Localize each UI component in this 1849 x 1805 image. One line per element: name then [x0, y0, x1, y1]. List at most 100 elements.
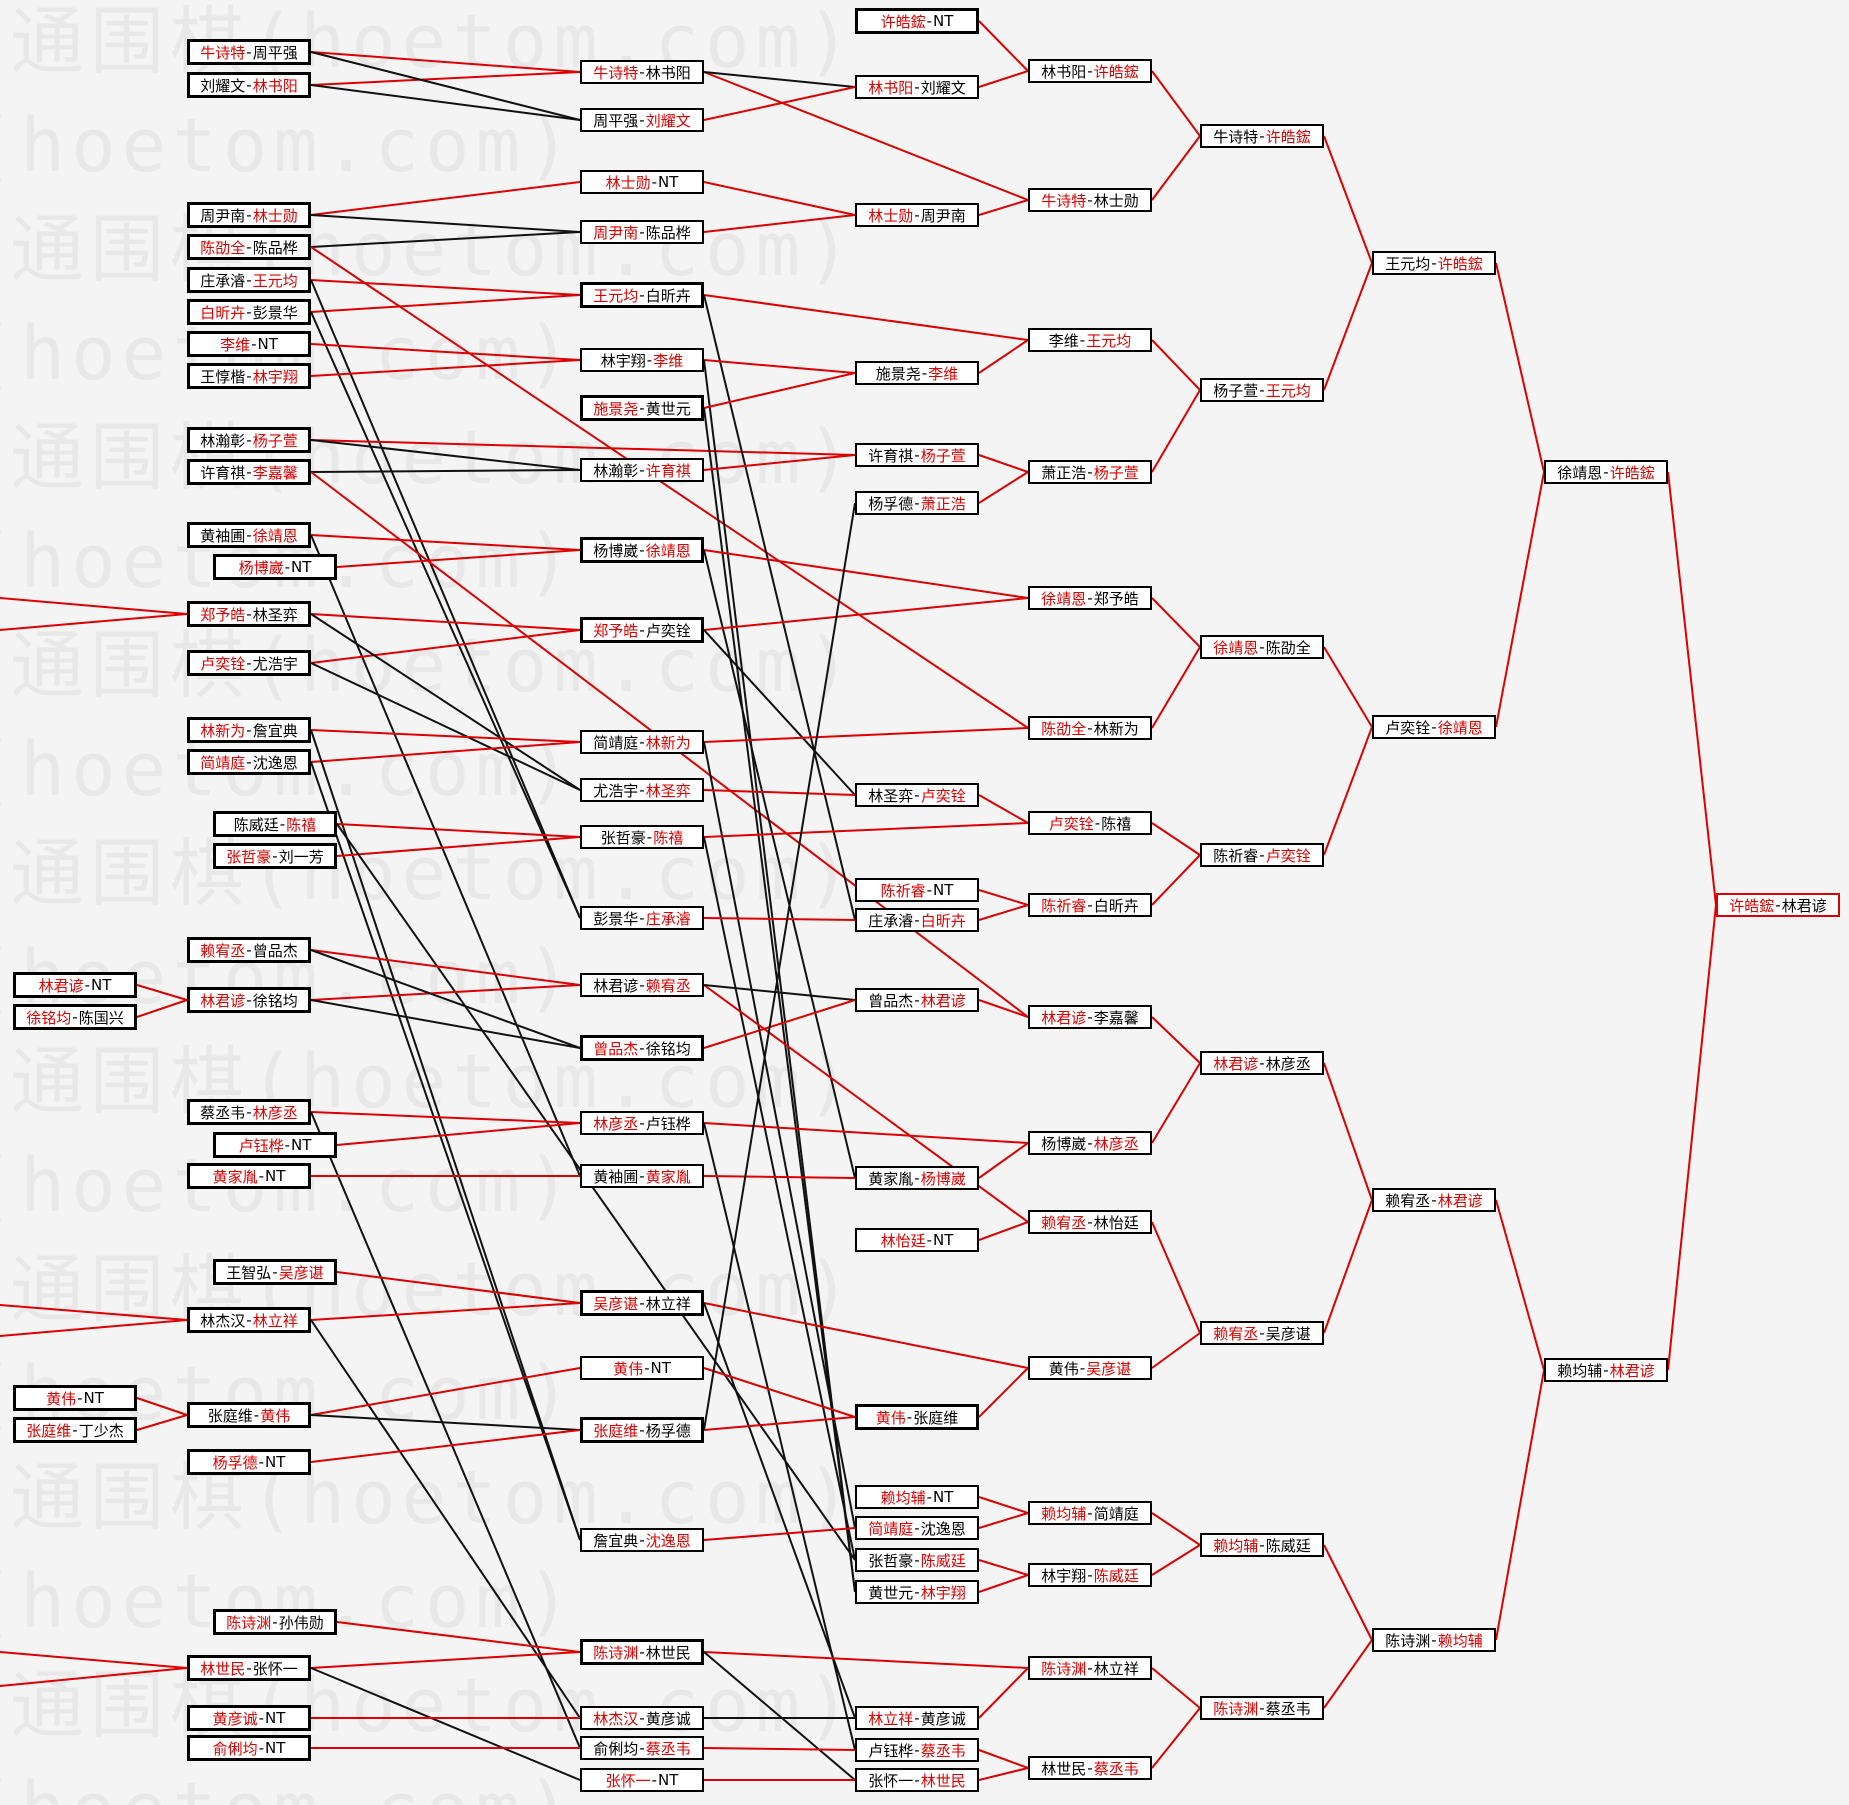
match-box: 黄家胤 - 杨博崴: [855, 1166, 979, 1190]
match-box: 郑予皓 - 林圣弈: [187, 601, 311, 627]
match-box: 卢奕铨 - 尤浩宇: [187, 650, 311, 676]
match-box: 詹宜典 - 沈逸恩: [580, 1528, 704, 1552]
name-separator: -: [1087, 191, 1093, 209]
loser-name: 庄承濬: [200, 271, 246, 290]
match-box: 赖均辅 - 陈威廷: [1200, 1533, 1324, 1557]
match-box: 林彦丞 - 卢钰桦: [580, 1111, 704, 1135]
loser-name: 黄彦诚: [920, 1709, 966, 1728]
name-separator: -: [639, 541, 645, 559]
winner-name: 林世民: [920, 1771, 966, 1790]
watermark-text: 弘通围棋(hoetom.com): [0, 415, 857, 501]
winner-name: 沈逸恩: [645, 1531, 691, 1550]
loser-name: 刘耀文: [200, 76, 246, 95]
loser-name: 陈威廷: [233, 815, 279, 834]
match-box: 林世民 - 张怀一: [187, 1655, 311, 1681]
winner-path-line: [1151, 1016, 1201, 1064]
loser-path-line: [310, 469, 581, 473]
match-box: 张庭维 - 杨孚德: [580, 1417, 704, 1443]
winner-path-line: [310, 1651, 581, 1669]
match-box: 林立祥 - 黄彦诚: [855, 1706, 979, 1730]
loser-path-line: [310, 1414, 581, 1431]
loser-name: 王智弘: [226, 1263, 272, 1282]
name-separator: -: [914, 78, 920, 96]
loser-name: 林士勋: [1093, 191, 1139, 210]
name-separator: -: [639, 1531, 645, 1549]
loser-name: 李维: [1048, 331, 1079, 350]
loser-name: 周平强: [252, 43, 298, 62]
name-separator: -: [914, 1519, 920, 1537]
name-separator: -: [246, 431, 252, 449]
loser-path-line: [336, 823, 856, 1561]
loser-name: 黄世元: [645, 399, 691, 418]
winner-name: 赖均辅: [1041, 1504, 1087, 1523]
winner-path-line: [978, 1667, 1029, 1719]
winner-path-line: [1151, 1544, 1201, 1576]
name-separator: -: [1775, 896, 1781, 914]
loser-name: 林圣弈: [252, 605, 298, 624]
watermark-text: 弘通围棋(hoetom.com): [0, 623, 857, 709]
winner-name: 林立祥: [868, 1709, 914, 1728]
winner-name: 赖均辅: [1213, 1536, 1259, 1555]
winner-path-line: [336, 823, 581, 838]
winner-path-line: [1151, 389, 1201, 473]
match-box: 徐铭均 - 陈国兴: [13, 1004, 137, 1030]
match-box: 林士勋 - 周尹南: [855, 203, 979, 227]
loser-path-line: [703, 1122, 856, 1751]
match-box: 张哲豪 - 陈威廷: [855, 1548, 979, 1572]
winner-name: 许皓鋐: [1437, 254, 1483, 273]
winner-path-line: [703, 86, 856, 121]
winner-path-line: [703, 1416, 856, 1431]
name-separator: -: [914, 911, 920, 929]
winner-path-line: [703, 1122, 1029, 1144]
loser-path-line: [310, 1667, 581, 1781]
winner-name: 林宇翔: [920, 1583, 966, 1602]
name-separator: -: [1094, 814, 1101, 832]
loser-name: 徐靖恩: [1557, 463, 1603, 482]
loser-name: NT: [933, 1488, 954, 1506]
match-box: 张庭维 - 丁少杰: [13, 1417, 137, 1443]
name-separator: -: [639, 1643, 645, 1661]
winner-name: 徐靖恩: [252, 526, 298, 545]
loser-name: 黄世元: [868, 1583, 914, 1602]
winner-name: 林立祥: [252, 1311, 298, 1330]
loser-name: 彭景华: [593, 909, 639, 928]
match-box: 赖均辅 - 林君谚: [1544, 1358, 1668, 1382]
winner-name: 王元均: [593, 286, 639, 305]
winner-name: 林杰汉: [593, 1709, 639, 1728]
winner-name: 林君谚: [1213, 1054, 1259, 1073]
loser-name: 蔡丞韦: [1265, 1699, 1311, 1718]
name-separator: -: [246, 991, 252, 1009]
name-separator: -: [246, 76, 252, 94]
name-separator: -: [251, 335, 257, 353]
winner-name: 陈威廷: [1093, 1566, 1139, 1585]
winner-path-line: [310, 613, 581, 631]
winner-path-line: [1151, 822, 1201, 856]
winner-name: 张庭维: [593, 1421, 639, 1440]
name-separator: -: [639, 1114, 645, 1132]
name-separator: -: [246, 1311, 252, 1329]
winner-path-line: [1323, 726, 1373, 856]
loser-name: 张怀一: [252, 1659, 298, 1678]
winner-name: 林书阳: [868, 78, 914, 97]
name-separator: -: [1087, 1504, 1093, 1522]
winner-path-line: [703, 1302, 1029, 1369]
loser-name: 黄彦诚: [645, 1709, 691, 1728]
loser-name: 曾品杰: [868, 991, 914, 1010]
name-separator: -: [246, 526, 252, 544]
loser-name: 林宇翔: [1041, 1566, 1087, 1585]
winner-path-line: [703, 1175, 856, 1179]
winner-path-line: [703, 999, 856, 1049]
loser-name: 许育祺: [868, 446, 914, 465]
name-separator: -: [914, 446, 920, 464]
winner-path-line: [310, 1367, 581, 1416]
loser-path-line: [310, 311, 581, 919]
name-separator: -: [639, 111, 645, 129]
match-box: 张哲豪 - 陈禧: [580, 825, 704, 849]
loser-name: 周尹南: [200, 206, 246, 225]
match-box: 陈诗渊 - 蔡丞韦: [1200, 1696, 1324, 1720]
loser-name: 林君谚: [1781, 896, 1827, 915]
winner-name: 林君谚: [200, 991, 246, 1010]
name-separator: -: [639, 1039, 645, 1057]
name-separator: -: [272, 1613, 278, 1631]
loser-name: 张怀一: [868, 1771, 914, 1790]
